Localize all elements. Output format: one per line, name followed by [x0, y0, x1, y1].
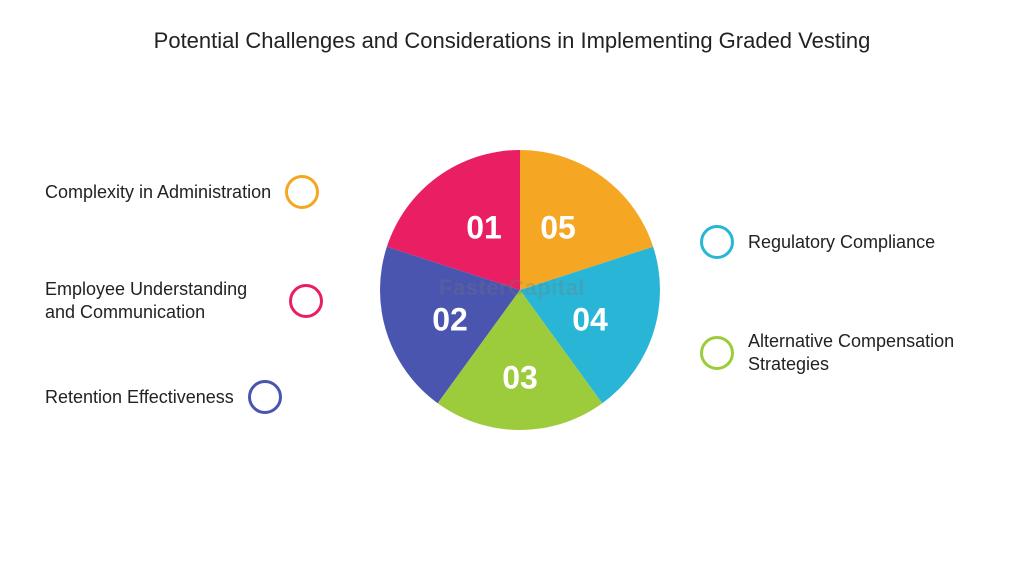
page-title: Potential Challenges and Considerations …: [0, 0, 1024, 54]
pie-svg: [380, 150, 660, 430]
legend-label: Alternative Compensation Strategies: [748, 330, 978, 375]
legend-ring-icon: [700, 336, 734, 370]
pie-chart: 0102030405: [380, 150, 660, 430]
legend-ring-icon: [285, 175, 319, 209]
legend-ring-icon: [700, 225, 734, 259]
legend-item: Employee Understanding and Communication: [45, 278, 345, 323]
legend-label: Complexity in Administration: [45, 181, 271, 204]
legend-label: Retention Effectiveness: [45, 386, 234, 409]
legend-item: Complexity in Administration: [45, 175, 345, 209]
legend-label: Regulatory Compliance: [748, 231, 935, 254]
legend-label: Employee Understanding and Communication: [45, 278, 275, 323]
legend-item: Alternative Compensation Strategies: [700, 330, 1000, 375]
legend-item: Regulatory Compliance: [700, 225, 1000, 259]
legend-ring-icon: [289, 284, 323, 318]
legend-ring-icon: [248, 380, 282, 414]
legend-item: Retention Effectiveness: [45, 380, 345, 414]
